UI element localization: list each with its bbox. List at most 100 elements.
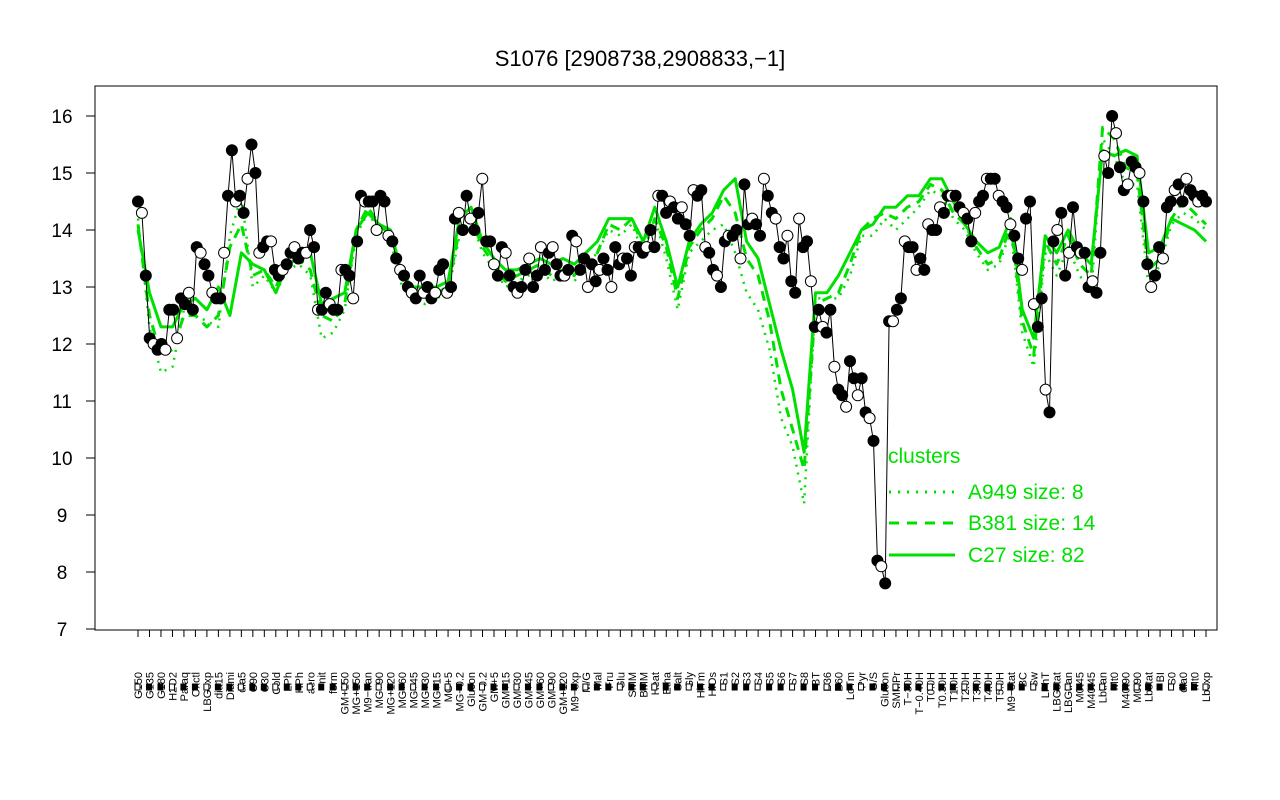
data-point (761, 189, 774, 202)
data-point (1164, 195, 1177, 208)
data-point (1055, 206, 1068, 219)
data-point (1113, 161, 1126, 174)
data-point (1035, 292, 1048, 305)
x-rug-mark (731, 683, 738, 691)
data-point (519, 263, 532, 276)
data-point (1031, 320, 1044, 333)
x-rug-mark (616, 683, 623, 691)
data-point (785, 275, 798, 288)
x-rug-mark (1099, 683, 1106, 691)
data-point (683, 229, 696, 242)
data-point (969, 206, 982, 219)
x-rug-mark (857, 683, 864, 691)
data-point (906, 241, 919, 254)
x-rug-mark (892, 683, 899, 691)
data-point (331, 303, 344, 316)
data-point (527, 281, 540, 293)
x-tick-label: BC (1017, 672, 1029, 687)
x-rug-mark (708, 683, 715, 691)
data-point (695, 184, 708, 197)
data-point (1200, 195, 1212, 208)
data-point (135, 206, 148, 219)
x-tick-label: M9−exp (569, 672, 581, 711)
data-point (308, 241, 320, 254)
x-axis: G150G135G180H2O2ParaqOxctlLBGexpdia15Dia… (133, 630, 1213, 715)
data-point (977, 189, 989, 202)
x-rug-mark (421, 683, 428, 691)
data-point (218, 246, 231, 259)
y-tick-label: 12 (51, 335, 72, 356)
x-rug-mark (536, 683, 543, 691)
data-point (476, 172, 489, 185)
data-point (1039, 383, 1052, 396)
data-point (1141, 258, 1154, 271)
x-rug-mark (444, 683, 451, 691)
x-rug-mark (777, 683, 784, 691)
data-point (523, 252, 536, 265)
x-rug-mark (582, 683, 589, 691)
data-point (890, 303, 903, 316)
x-rug-mark (1030, 683, 1037, 691)
x-tick-label: Cold (271, 672, 283, 695)
x-rug-mark (880, 683, 887, 691)
data-point (550, 258, 563, 271)
x-rug-mark (823, 683, 830, 691)
x-tick-label: S8 (799, 672, 811, 685)
x-rug-mark (674, 683, 681, 691)
data-point (429, 286, 442, 299)
data-point (804, 275, 817, 288)
x-rug-mark (846, 683, 853, 691)
x-rug-mark (295, 683, 302, 691)
x-rug-mark (835, 683, 842, 691)
data-point (503, 269, 516, 282)
data-point (1153, 241, 1166, 254)
x-tick-label: LBGexp (202, 672, 214, 712)
data-point (1121, 178, 1134, 191)
x-rug-mark (513, 683, 520, 691)
data-point (437, 258, 450, 271)
data-point (370, 224, 383, 236)
series-line-a949 (136, 137, 1207, 505)
data-point (624, 269, 637, 282)
data-point (1047, 235, 1060, 248)
data-point (887, 315, 899, 328)
data-point (875, 560, 888, 573)
data-point (1086, 275, 1099, 288)
data-point (812, 303, 825, 316)
x-rug-mark (754, 683, 761, 691)
data-point (237, 206, 250, 219)
data-point (750, 218, 763, 231)
data-point (491, 269, 504, 282)
data-point (863, 412, 876, 425)
x-rug-mark (1145, 683, 1152, 691)
data-point (265, 235, 277, 248)
x-tick-label: S6 (776, 672, 788, 685)
data-point (930, 224, 943, 236)
data-point (879, 577, 892, 590)
data-point (918, 263, 931, 276)
x-tick-label: GM−0.2 (478, 672, 490, 711)
x-rug-mark (1168, 683, 1175, 691)
data-point (801, 235, 813, 248)
plot-frame (94, 85, 1218, 631)
data-point (245, 138, 258, 151)
data-point (1012, 252, 1025, 265)
data-point (1157, 252, 1169, 265)
data-point (679, 218, 692, 231)
x-tick-label: S2 (730, 672, 742, 685)
data-point (820, 326, 833, 339)
x-tick-label: aero (305, 672, 317, 694)
data-point (132, 195, 144, 208)
data-point (773, 241, 786, 254)
x-tick-label: S1 (719, 672, 731, 685)
x-rug-mark (662, 683, 669, 691)
data-point (1090, 286, 1103, 299)
data-point (452, 206, 465, 219)
data-point (562, 263, 575, 276)
data-point (1067, 201, 1079, 214)
data-point (703, 246, 716, 259)
x-rug-mark (697, 683, 704, 691)
x-rug-mark (375, 683, 382, 691)
x-rug-mark (467, 683, 474, 691)
x-tick-label: Etha (661, 671, 673, 695)
